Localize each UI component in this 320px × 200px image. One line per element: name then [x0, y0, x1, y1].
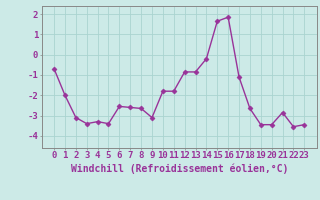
X-axis label: Windchill (Refroidissement éolien,°C): Windchill (Refroidissement éolien,°C) [70, 163, 288, 174]
